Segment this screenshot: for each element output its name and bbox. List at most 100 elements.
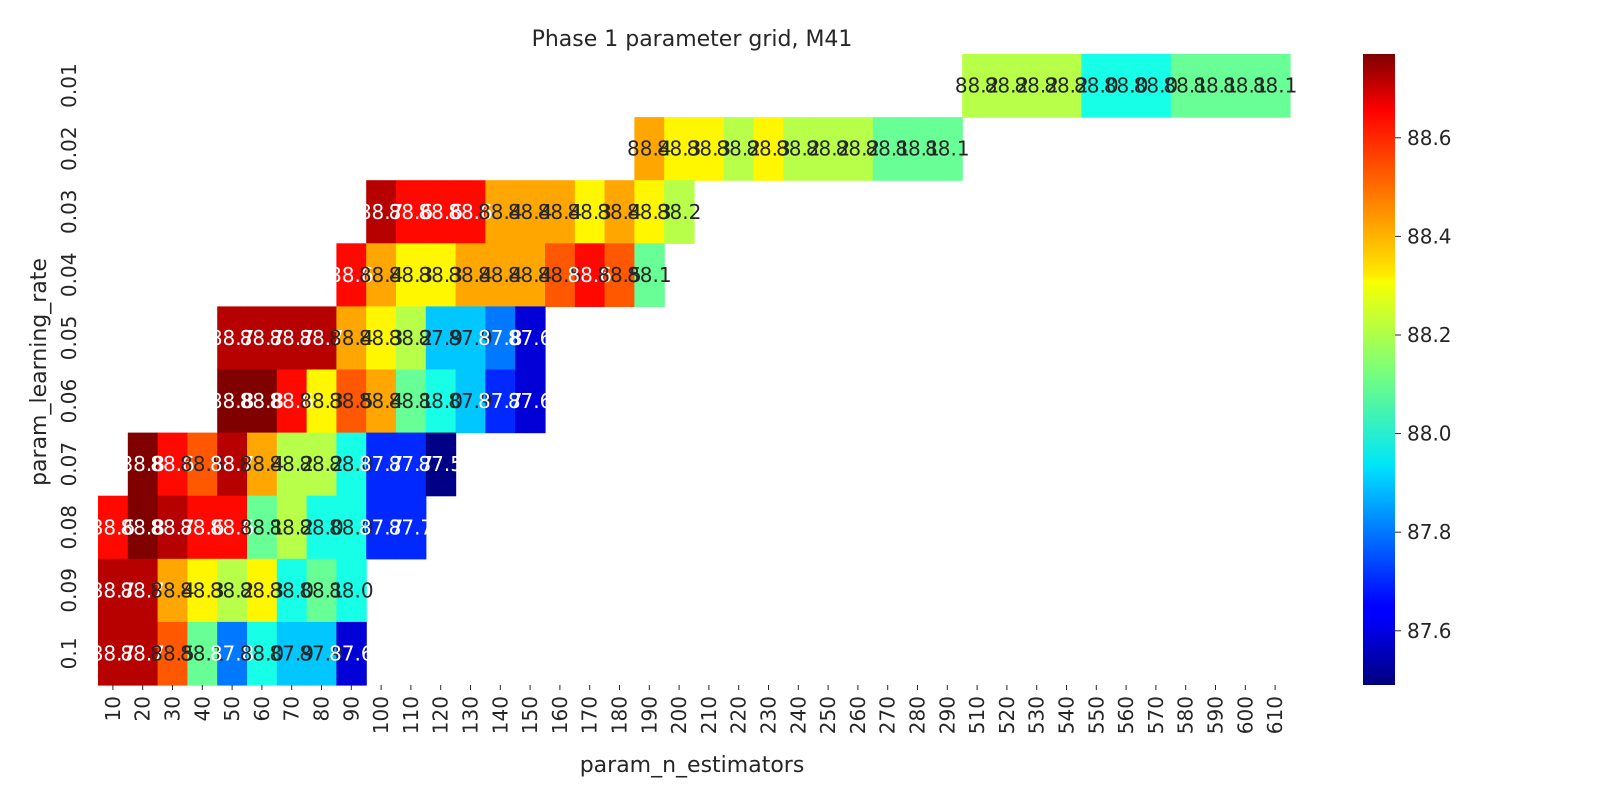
x-tick-label: 540 (1055, 696, 1079, 734)
cell-value-label: 88.0 (1134, 74, 1179, 98)
heatmap-cell (247, 306, 278, 371)
cell-value-label: 88.3 (627, 200, 672, 224)
heatmap-cell (843, 117, 874, 181)
x-tick-label: 80 (310, 696, 334, 721)
heatmap-cell (276, 369, 308, 434)
heatmap-cell (247, 369, 278, 434)
heatmap-cell (515, 369, 546, 434)
heatmap-cell (276, 306, 308, 371)
heatmap-cell (545, 243, 576, 307)
heatmap-cell (455, 369, 486, 434)
heatmap-cell (813, 117, 844, 181)
cell-value-label: 87.9 (448, 389, 493, 413)
heatmap-cell (306, 306, 337, 371)
x-tick-label: 510 (965, 696, 989, 734)
cell-value-label: 88.3 (180, 578, 225, 602)
heatmap-cell (962, 54, 993, 118)
cell-value-label: 88.0 (1104, 74, 1149, 98)
heatmap-cell (217, 558, 248, 623)
cell-value-label: 88.4 (627, 137, 672, 161)
cell-value-label: 87.9 (448, 326, 493, 350)
cell-value-label: 88.4 (448, 263, 493, 287)
cell-value-label: 88.0 (269, 578, 314, 602)
x-tick-label: 550 (1084, 696, 1108, 734)
heatmap-cell (425, 306, 457, 371)
heatmap-cell (515, 306, 546, 371)
x-tick-label: 200 (667, 696, 691, 734)
heatmap-cell (396, 180, 427, 244)
cell-value-label: 88.0 (329, 578, 374, 602)
heatmap-cell (634, 180, 665, 244)
x-tick-label: 40 (190, 696, 214, 721)
colorbar-tick-label: 88.4 (1407, 224, 1452, 248)
cell-value-label: 87.9 (269, 641, 314, 665)
heatmap-cell (872, 117, 904, 181)
cell-value-label: 88.5 (180, 452, 225, 476)
heatmap-cell (217, 621, 248, 686)
cell-value-label: 88.0 (329, 452, 374, 476)
x-tick-label: 560 (1114, 696, 1138, 734)
cell-value-label: 88.1 (389, 389, 434, 413)
heatmap-cell (98, 495, 129, 560)
heatmap-cell (157, 432, 188, 497)
heatmap-cell (515, 243, 546, 307)
cell-value-label: 88.6 (91, 515, 136, 539)
heatmap-cell (306, 621, 337, 686)
cell-value-label: 87.6 (329, 641, 374, 665)
cell-value-label: 88.6 (567, 263, 612, 287)
cell-value-label: 87.7 (478, 389, 523, 413)
heatmap-cell (902, 117, 933, 181)
heatmap-cell (574, 180, 606, 244)
cell-value-label: 88.3 (389, 263, 434, 287)
heatmap-cell (1141, 54, 1172, 118)
cell-value-label: 88.2 (836, 137, 881, 161)
cell-value-label: 88.2 (389, 326, 434, 350)
heatmap-cell (276, 558, 308, 623)
heatmap-cell (187, 558, 218, 623)
heatmap-cell (396, 432, 427, 497)
cell-value-label: 88.4 (508, 200, 553, 224)
heatmap-cell (336, 369, 367, 434)
x-tick-label: 250 (816, 696, 840, 734)
x-tick-label: 100 (369, 696, 393, 734)
heatmap-cell (425, 432, 457, 497)
cell-value-label: 87.9 (299, 641, 344, 665)
cell-value-label: 88.0 (240, 641, 285, 665)
cell-value-label: 87.5 (418, 452, 463, 476)
heatmap-cell (366, 306, 397, 371)
cell-value-label: 88.3 (746, 137, 791, 161)
cell-value-label: 88.2 (1044, 74, 1089, 98)
x-tick-labels: 10 20 30 40 50 60 70 80 90 100 110 120 130 140 150 160 1… (101, 685, 1287, 734)
heatmap-cell (1081, 54, 1112, 118)
heatmap-cell (753, 117, 784, 181)
cell-value-label: 88.2 (806, 137, 851, 161)
heatmap-cell (425, 180, 457, 244)
x-tick-label: 590 (1204, 696, 1228, 734)
heatmap-cell (664, 117, 695, 181)
heatmap-cell (336, 495, 367, 560)
cell-value-label: 88.0 (418, 389, 463, 413)
y-axis-label: param_learning_rate (27, 258, 52, 486)
heatmap-cell (783, 117, 814, 181)
cell-value-label: 88.7 (120, 578, 165, 602)
cell-value-label: 88.4 (597, 200, 642, 224)
cell-value-label: 88.3 (299, 389, 344, 413)
heatmap-cell (366, 180, 397, 244)
cell-value-label: 88.5 (597, 263, 642, 287)
heatmap-cell (306, 369, 337, 434)
x-tick-label: 210 (697, 696, 721, 734)
cell-value-label: 88.8 (120, 452, 165, 476)
cell-value-label: 88.0 (299, 515, 344, 539)
heatmap-cell (396, 495, 427, 560)
heatmap-cell (127, 495, 159, 560)
heatmap-cell (247, 495, 278, 560)
cell-value-label: 88.3 (567, 200, 612, 224)
heatmap-cell (604, 180, 635, 244)
x-tick-label: 220 (727, 696, 751, 734)
heatmap-cell (187, 621, 218, 686)
colorbar-ticks: 87.6 87.8 88.0 88.2 88.4 88.6 (1395, 126, 1452, 643)
x-tick-label: 30 (161, 696, 185, 721)
cell-value-label: 88.1 (240, 515, 285, 539)
cell-value-label: 88.6 (269, 389, 314, 413)
heatmap-cell (187, 432, 218, 497)
